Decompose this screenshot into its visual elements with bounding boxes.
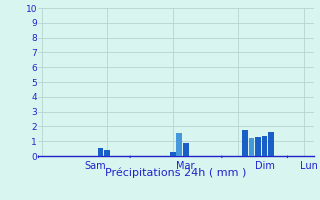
Text: Sam: Sam <box>84 161 106 171</box>
Bar <box>177 133 182 156</box>
Bar <box>255 137 261 156</box>
Bar <box>242 130 248 156</box>
Bar <box>249 138 254 156</box>
Bar <box>183 143 188 156</box>
Bar <box>170 152 175 156</box>
Bar <box>98 148 103 156</box>
Bar <box>262 136 267 156</box>
X-axis label: Précipitations 24h ( mm ): Précipitations 24h ( mm ) <box>105 167 247 178</box>
Bar <box>268 132 274 156</box>
Text: Dim: Dim <box>255 161 275 171</box>
Bar <box>104 150 110 156</box>
Text: Mar: Mar <box>176 161 195 171</box>
Text: Lun: Lun <box>300 161 318 171</box>
